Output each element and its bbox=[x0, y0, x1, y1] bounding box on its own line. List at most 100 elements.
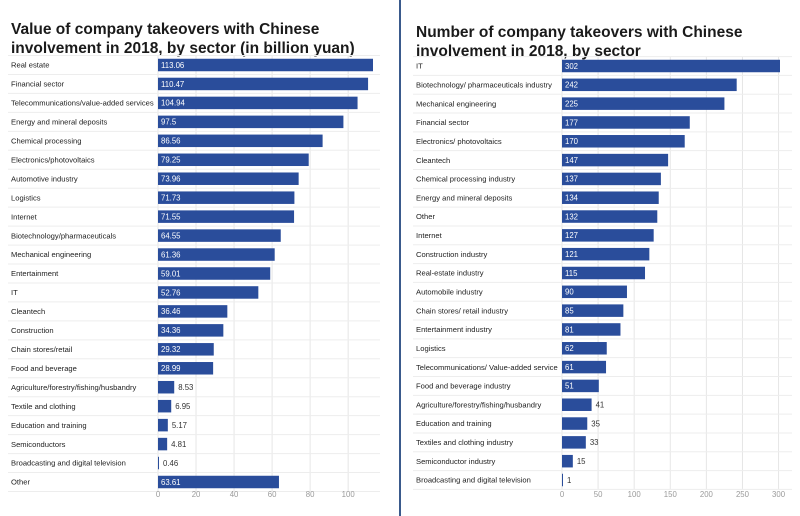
category-label: Other bbox=[416, 212, 435, 221]
x-tick-label: 40 bbox=[230, 490, 239, 499]
x-tick-label: 60 bbox=[268, 490, 277, 499]
x-tick-label: 0 bbox=[156, 490, 161, 499]
category-label: Energy and mineral deposits bbox=[11, 118, 107, 127]
bar bbox=[562, 379, 599, 393]
bar bbox=[562, 285, 627, 299]
value-label: 90 bbox=[565, 288, 574, 297]
category-label: Textiles and clothing industry bbox=[416, 438, 513, 447]
category-label: Logistics bbox=[11, 193, 41, 202]
value-label: 71.73 bbox=[161, 193, 181, 202]
value-label: 59.01 bbox=[161, 269, 181, 278]
bar bbox=[158, 191, 295, 204]
bar bbox=[158, 96, 358, 110]
value-label: 97.5 bbox=[161, 118, 177, 127]
value-label: 36.46 bbox=[161, 307, 181, 316]
value-label: 64.55 bbox=[161, 231, 181, 240]
category-label: Entertainment bbox=[11, 269, 59, 278]
category-label: Financial sector bbox=[416, 118, 470, 127]
value-label: 170 bbox=[565, 137, 579, 146]
bar bbox=[562, 59, 780, 73]
value-label: 147 bbox=[565, 156, 578, 165]
category-label: Semiconductor industry bbox=[416, 457, 496, 466]
category-label: Automobile industry bbox=[416, 288, 483, 297]
category-label: Chemical processing industry bbox=[416, 175, 515, 184]
category-label: Agriculture/forestry/fishing/husbandry bbox=[11, 383, 137, 392]
bar bbox=[562, 360, 607, 374]
bar bbox=[158, 437, 168, 451]
category-label: Logistics bbox=[416, 344, 446, 353]
value-label: 6.95 bbox=[175, 402, 191, 411]
bar bbox=[158, 248, 275, 261]
category-label: Internet bbox=[416, 231, 443, 240]
bar bbox=[562, 229, 654, 242]
value-label: 137 bbox=[565, 175, 578, 184]
value-label: 41 bbox=[596, 401, 605, 410]
bar-chart-count: IT 302 Biotechnology/ pharmaceuticals indu… bbox=[413, 56, 792, 499]
bar bbox=[158, 58, 373, 72]
category-label: Broadcasting and digital television bbox=[416, 476, 531, 485]
bar bbox=[562, 417, 588, 430]
bar bbox=[562, 247, 650, 261]
value-label: 73.96 bbox=[161, 175, 181, 184]
bar bbox=[562, 454, 573, 468]
category-label: Food and beverage industry bbox=[416, 382, 511, 391]
bar bbox=[158, 475, 279, 489]
category-label: Telecommunications/ Value-added service bbox=[416, 363, 558, 372]
category-label: Broadcasting and digital television bbox=[11, 459, 126, 468]
bar bbox=[158, 343, 214, 356]
bar bbox=[158, 77, 369, 91]
x-tick-label: 20 bbox=[192, 490, 201, 499]
category-label: Food and beverage bbox=[11, 364, 77, 373]
bar bbox=[158, 456, 159, 470]
chart-title: Number of company takeovers with Chinese… bbox=[416, 24, 743, 60]
value-label: 110.47 bbox=[161, 80, 184, 89]
category-label: Electronics/photovoltaics bbox=[11, 155, 95, 164]
bar bbox=[158, 399, 172, 413]
bar bbox=[158, 305, 228, 318]
value-label: 177 bbox=[565, 118, 578, 127]
value-label: 15 bbox=[577, 457, 586, 466]
value-label: 1 bbox=[567, 476, 571, 485]
category-label: Automotive industry bbox=[11, 174, 78, 183]
bar bbox=[562, 135, 685, 148]
category-label: Biotechnology/pharmaceuticals bbox=[11, 231, 116, 240]
bar bbox=[562, 78, 737, 92]
value-label: 34.36 bbox=[161, 326, 181, 335]
value-label: 127 bbox=[565, 231, 578, 240]
value-label: 8.53 bbox=[178, 383, 193, 392]
value-label: 81 bbox=[565, 325, 574, 334]
category-label: Construction industry bbox=[416, 250, 488, 259]
x-tick-label: 100 bbox=[628, 490, 642, 499]
bar bbox=[562, 153, 669, 167]
x-tick-label: 100 bbox=[342, 490, 356, 499]
category-label: Chain stores/ retail industry bbox=[416, 306, 508, 315]
value-label: 115 bbox=[565, 269, 578, 278]
value-label: 85 bbox=[565, 306, 574, 315]
bar bbox=[562, 266, 646, 280]
category-label: Education and training bbox=[11, 421, 87, 430]
value-label: 132 bbox=[565, 212, 578, 221]
bar bbox=[158, 380, 175, 394]
bar bbox=[158, 267, 271, 280]
value-label: 52.76 bbox=[161, 288, 181, 297]
category-label: IT bbox=[11, 288, 18, 297]
value-label: 0.46 bbox=[163, 459, 178, 468]
value-label: 61 bbox=[565, 363, 574, 372]
category-label: Mechanical engineering bbox=[416, 99, 496, 108]
category-label: Biotechnology/ pharmaceuticals industry bbox=[416, 81, 552, 90]
category-label: Mechanical engineering bbox=[11, 250, 91, 259]
x-tick-label: 200 bbox=[700, 490, 714, 499]
value-label: 79.25 bbox=[161, 156, 181, 165]
bar bbox=[562, 436, 586, 449]
category-label: Other bbox=[11, 478, 30, 487]
value-label: 4.81 bbox=[171, 440, 186, 449]
category-label: Telecommunications/value-added services bbox=[11, 99, 154, 108]
value-label: 302 bbox=[565, 62, 578, 71]
x-tick-label: 300 bbox=[772, 490, 786, 499]
bar bbox=[158, 286, 259, 299]
x-tick-label: 150 bbox=[664, 490, 678, 499]
x-tick-label: 50 bbox=[594, 490, 603, 499]
category-label: Real estate bbox=[11, 61, 49, 70]
bar bbox=[158, 172, 299, 185]
category-label: Textile and clothing bbox=[11, 402, 76, 411]
